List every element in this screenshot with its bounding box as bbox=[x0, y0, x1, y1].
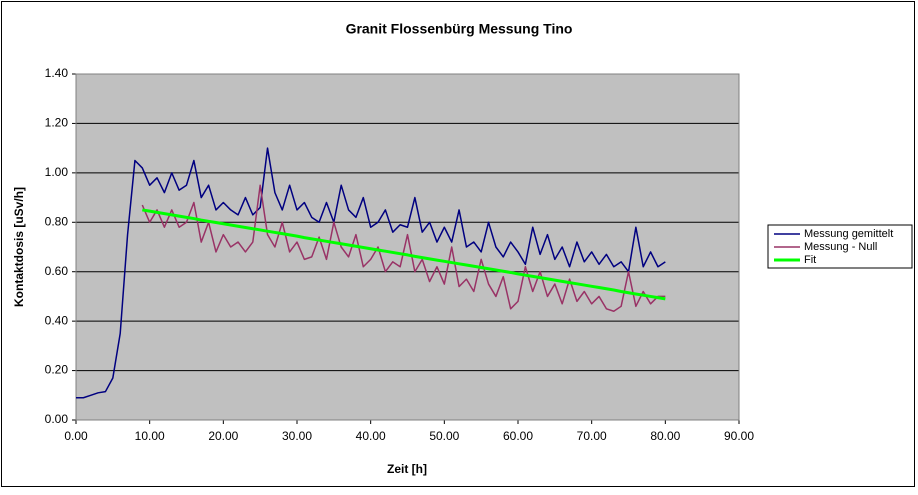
legend-label: Messung - Null bbox=[804, 241, 877, 253]
x-tick-label: 70.00 bbox=[577, 429, 607, 443]
y-tick-label: 0.60 bbox=[45, 264, 69, 278]
chart-title: Granit Flossenbürg Messung Tino bbox=[346, 21, 573, 37]
legend-label: Messung gemittelt bbox=[804, 228, 893, 240]
y-tick-label: 1.20 bbox=[45, 116, 69, 130]
x-tick-label: 30.00 bbox=[282, 429, 312, 443]
x-tick-label: 10.00 bbox=[135, 429, 165, 443]
x-tick-label: 80.00 bbox=[650, 429, 680, 443]
y-tick-label: 0.20 bbox=[45, 363, 69, 377]
x-tick-label: 0.00 bbox=[64, 429, 88, 443]
y-axis-label: Kontaktdosis [uSv/h] bbox=[12, 187, 26, 307]
x-axis-label: Zeit [h] bbox=[387, 462, 427, 476]
y-tick-label: 1.00 bbox=[45, 165, 69, 179]
series-line bbox=[142, 208, 666, 301]
legend-label: Fit bbox=[804, 254, 816, 266]
x-tick-label: 40.00 bbox=[356, 429, 386, 443]
y-tick-label: 0.00 bbox=[45, 412, 69, 426]
plot-border bbox=[75, 73, 740, 421]
x-tick-label: 20.00 bbox=[208, 429, 238, 443]
plot-area bbox=[76, 74, 739, 420]
y-tick-label: 1.40 bbox=[45, 66, 69, 80]
y-tick-label: 0.40 bbox=[45, 313, 69, 327]
series-line bbox=[76, 147, 666, 399]
x-tick-label: 50.00 bbox=[429, 429, 459, 443]
x-tick-label: 60.00 bbox=[503, 429, 533, 443]
series-line bbox=[141, 184, 666, 313]
x-tick-label: 90.00 bbox=[724, 429, 754, 443]
y-tick-label: 0.80 bbox=[45, 214, 69, 228]
